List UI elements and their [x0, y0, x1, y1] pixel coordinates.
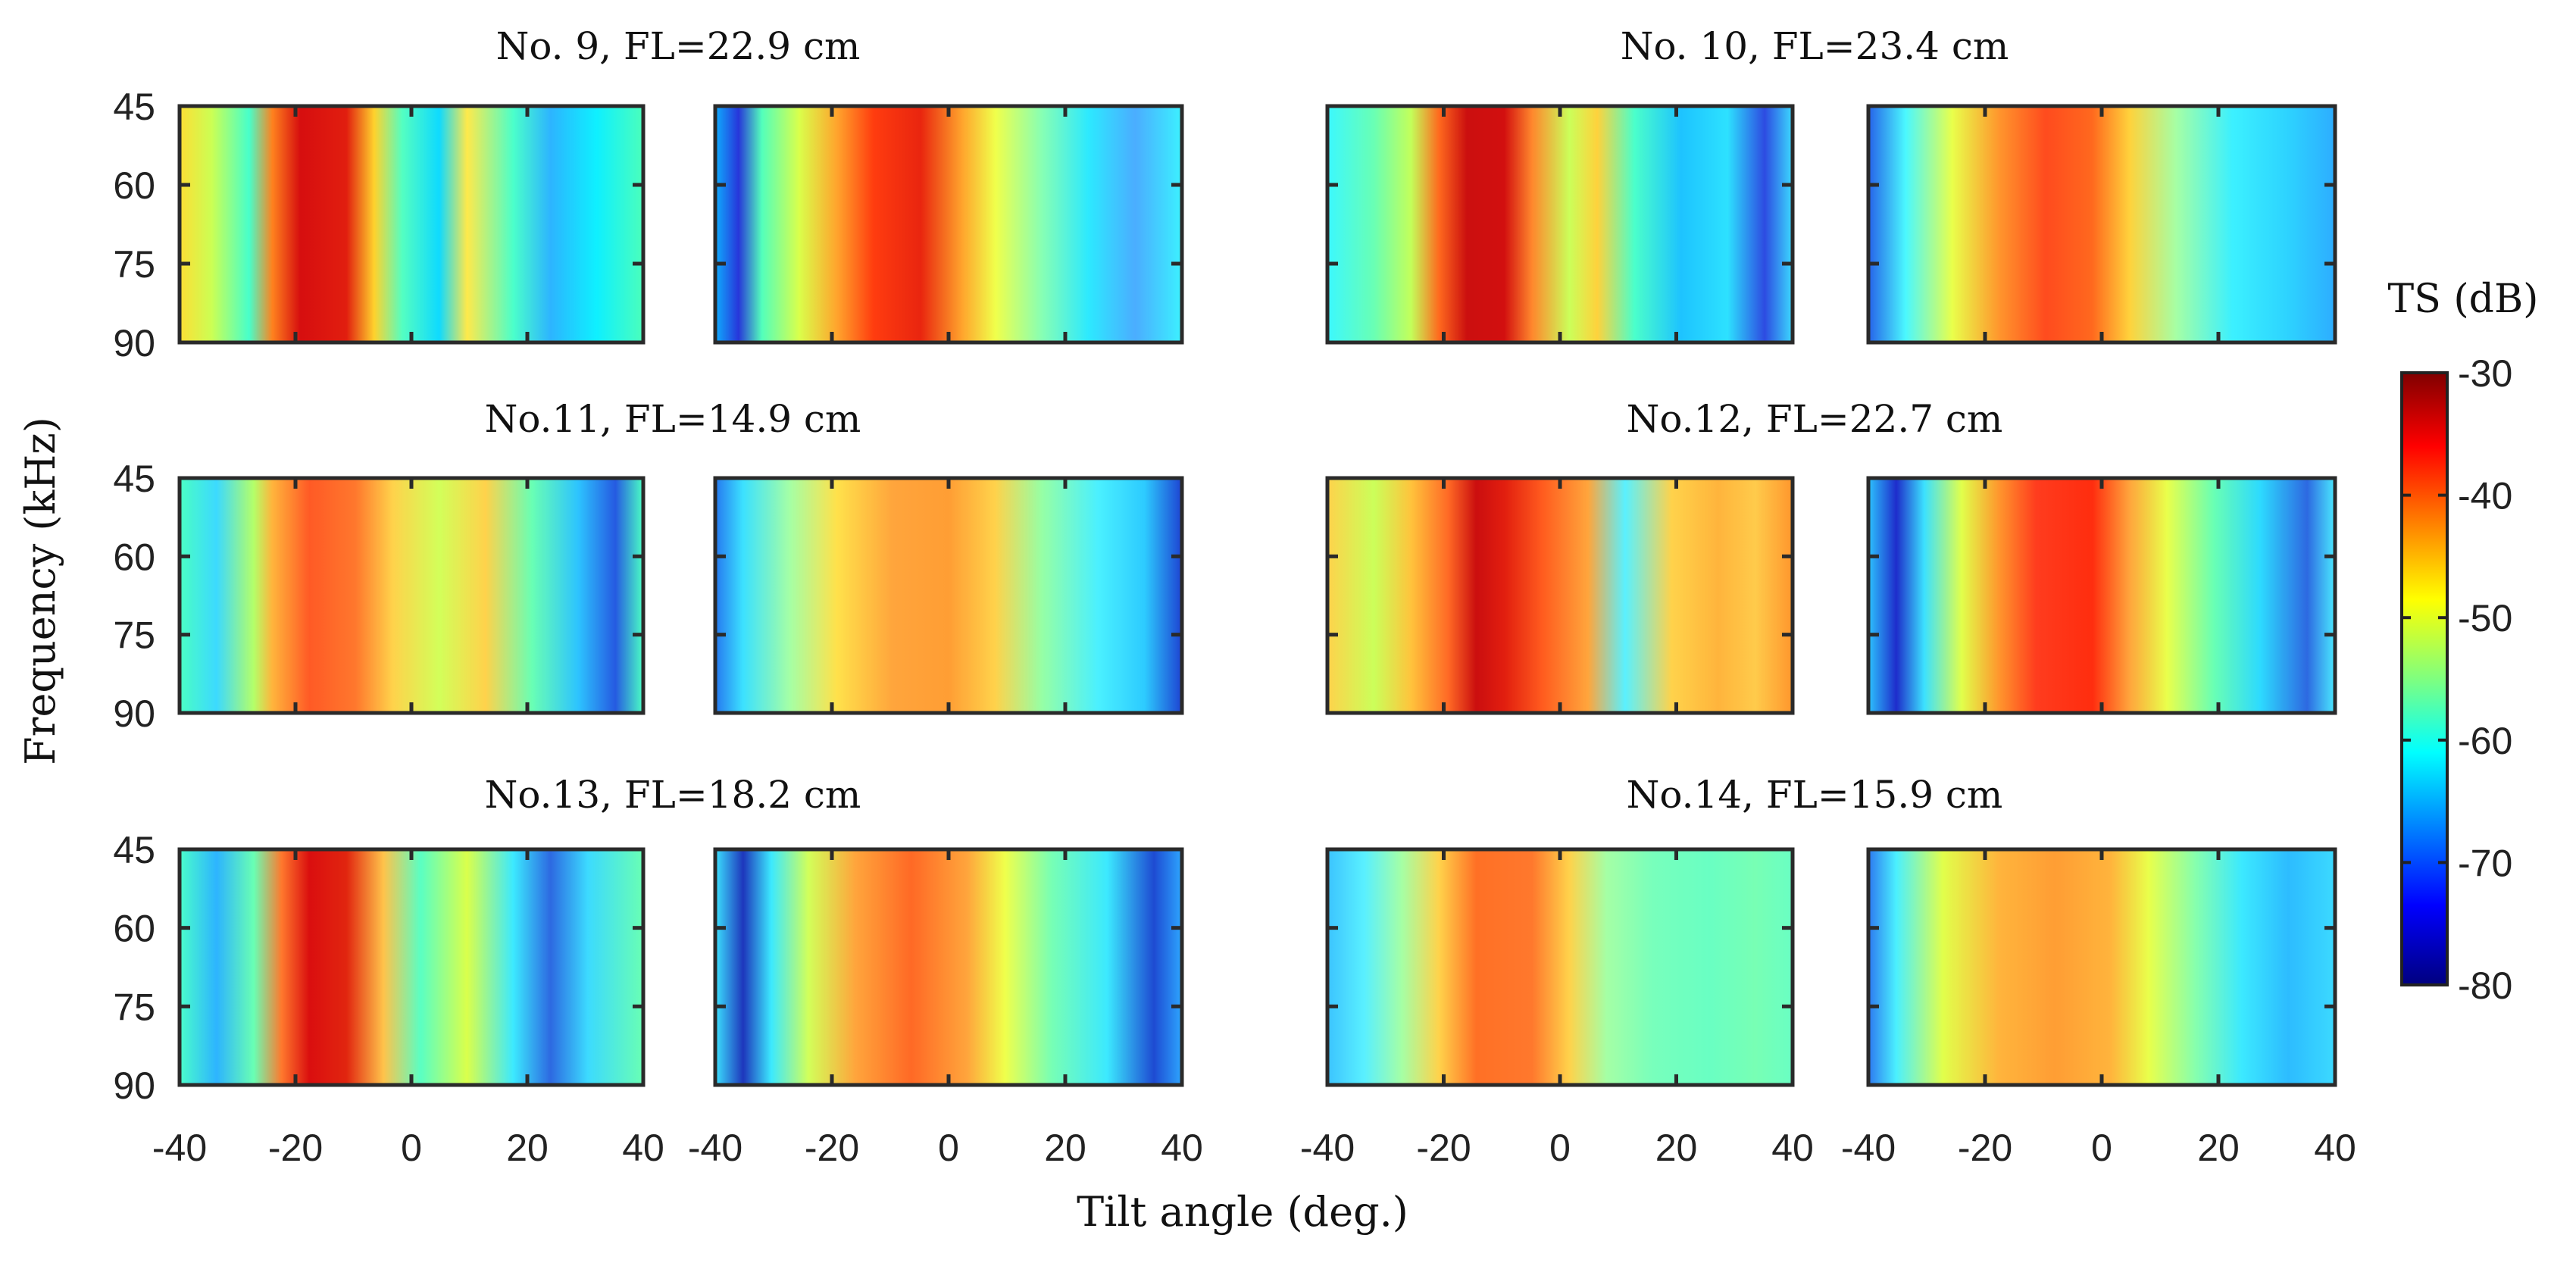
y-tick-label: 60 [113, 908, 155, 950]
heatmap-no10-model [1868, 106, 2335, 342]
panel-no10-measured [1325, 104, 1795, 345]
panel-no11-measured [177, 476, 646, 715]
heatmap-no12-model [1868, 478, 2335, 713]
colorbar [2400, 371, 2449, 986]
x-tick-label: 40 [1771, 1127, 1814, 1169]
y-tick-label: 60 [113, 536, 155, 578]
x-tick-label: 20 [2197, 1127, 2240, 1169]
x-tick-label: -20 [805, 1127, 859, 1169]
y-tick-label: 75 [113, 986, 155, 1028]
x-tick-label: 20 [1044, 1127, 1086, 1169]
x-tick-label: 40 [622, 1127, 664, 1169]
heatmap-no11-model [715, 478, 1182, 713]
heatmap-shade [1868, 106, 2335, 342]
x-tick-label: 20 [1655, 1127, 1698, 1169]
panel-title-no11: No.11, FL=14.9 cm [485, 397, 861, 441]
heatmap-shade [715, 106, 1182, 342]
colorbar-title: TS (dB) [2388, 277, 2539, 322]
colorbar-ticks: -30 -40 -50 -60 -70 -80 [2402, 352, 2512, 1007]
panel-no12-model [1866, 476, 2337, 715]
heatmap-shade [1868, 478, 2335, 713]
heatmap-no13-model [715, 849, 1182, 1085]
panel-title-no13: No.13, FL=18.2 cm [485, 773, 861, 817]
panel-title-no10: No. 10, FL=23.4 cm [1621, 24, 2009, 68]
x-tick-label: 0 [1549, 1127, 1571, 1169]
y-tick-label: 45 [113, 458, 155, 500]
x-tick-label: -20 [1958, 1127, 2012, 1169]
panel-no11-model [713, 476, 1184, 715]
heatmap-shade [180, 478, 643, 713]
x-tick-label: 40 [1161, 1127, 1203, 1169]
heatmap-shade [1327, 478, 1793, 713]
y-tick-label: 60 [113, 164, 155, 207]
colorbar-tick-label: -40 [2458, 475, 2512, 517]
y-tick-labels: 45 60 75 90 45 60 75 90 45 60 75 90 [113, 86, 155, 1107]
panel-no9-model [713, 104, 1184, 345]
heatmap-no11-measured [180, 478, 643, 713]
panel-no9-measured [177, 104, 646, 345]
y-axis-label: Frequency (kHz) [17, 417, 64, 765]
colorbar-tick-label: -60 [2458, 720, 2512, 762]
x-tick-label: -40 [152, 1127, 207, 1169]
panel-no14-model [1866, 847, 2337, 1087]
panel-title-no14: No.14, FL=15.9 cm [1627, 773, 2003, 817]
heatmap-shade [715, 478, 1182, 713]
y-tick-label: 75 [113, 243, 155, 286]
panel-no12-measured [1325, 476, 1795, 715]
panel-no13-measured [177, 847, 646, 1087]
x-tick-label: -20 [268, 1127, 323, 1169]
panel-no14-measured [1325, 847, 1795, 1087]
heatmap-shade [1327, 849, 1793, 1085]
x-tick-label: 0 [938, 1127, 959, 1169]
y-tick-label: 90 [113, 322, 155, 364]
heatmap-panels [177, 104, 2337, 1087]
x-tick-labels: -40 -20 0 20 40 -40 -20 0 20 40 -40 -20 0 20 40 -40 -20 0… [152, 1127, 2356, 1169]
x-tick-label: 0 [2091, 1127, 2112, 1169]
heatmap-no13-measured [180, 849, 643, 1085]
panel-no10-model [1866, 104, 2337, 345]
heatmap-no9-measured [180, 106, 643, 342]
panel-title-no9: No. 9, FL=22.9 cm [496, 24, 861, 68]
x-tick-label: 40 [2314, 1127, 2356, 1169]
heatmap-shade [715, 849, 1182, 1085]
y-tick-label: 75 [113, 614, 155, 657]
x-tick-label: -20 [1416, 1127, 1471, 1169]
panel-no13-model [713, 847, 1184, 1087]
colorbar-tick-label: -50 [2458, 597, 2512, 639]
heatmap-shade [1868, 849, 2335, 1085]
heatmap-shade [180, 106, 643, 342]
x-tick-label: -40 [1841, 1127, 1896, 1169]
heatmap-no10-measured [1327, 106, 1793, 342]
heatmap-no12-measured [1327, 478, 1793, 713]
y-tick-label: 45 [113, 829, 155, 871]
y-tick-label: 90 [113, 1064, 155, 1107]
x-tick-label: 0 [401, 1127, 422, 1169]
heatmap-no14-model [1868, 849, 2335, 1085]
colorbar-tick-label: -70 [2458, 842, 2512, 884]
x-axis-label: Tilt angle (deg.) [1077, 1188, 1408, 1236]
colorbar-tick-label: -30 [2458, 352, 2512, 395]
y-tick-label: 90 [113, 692, 155, 735]
heatmap-shade [1327, 106, 1793, 342]
heatmap-shade [180, 849, 643, 1085]
x-tick-label: -40 [688, 1127, 742, 1169]
x-tick-label: 20 [506, 1127, 549, 1169]
panel-title-no12: No.12, FL=22.7 cm [1627, 397, 2003, 441]
heatmap-no14-measured [1327, 849, 1793, 1085]
x-tick-label: -40 [1300, 1127, 1355, 1169]
colorbar-tick-label: -80 [2458, 964, 2512, 1007]
heatmap-no9-model [715, 106, 1182, 342]
y-tick-label: 45 [113, 86, 155, 128]
